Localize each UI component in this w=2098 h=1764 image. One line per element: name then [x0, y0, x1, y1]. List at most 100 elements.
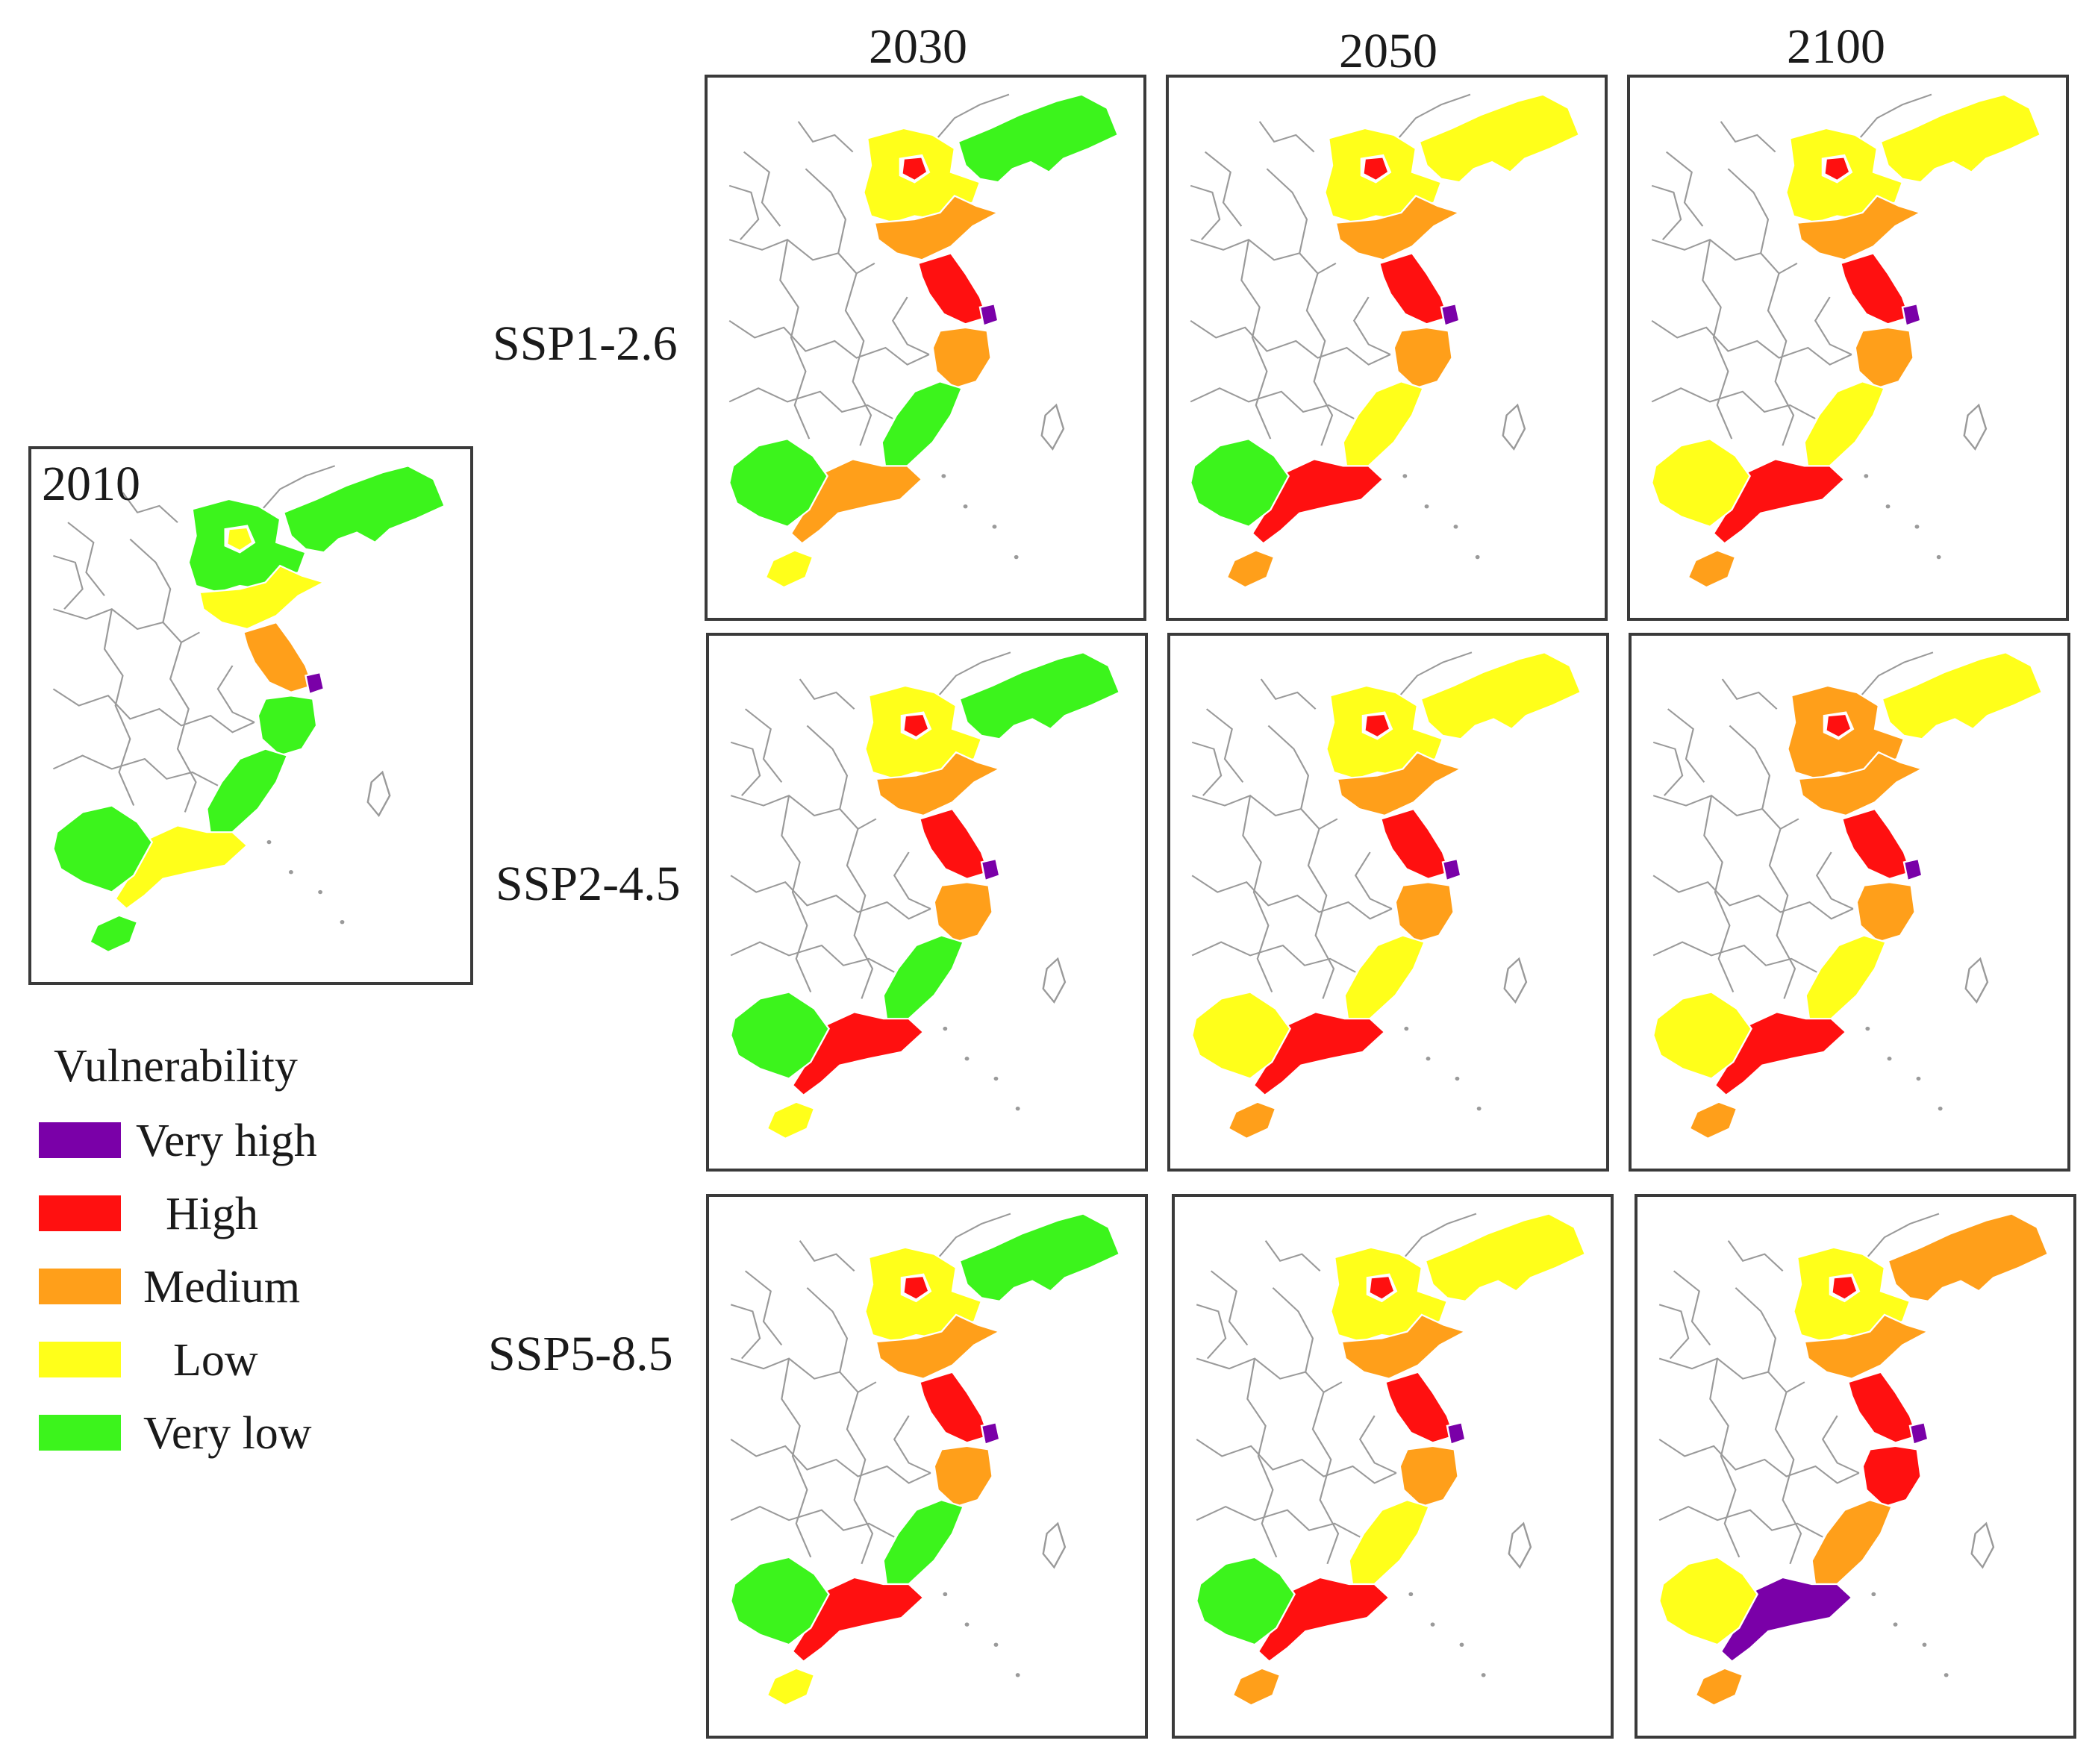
- province-border: [805, 168, 847, 254]
- province-border: [1352, 296, 1391, 355]
- province-border: [891, 296, 930, 355]
- region-hainan: [1227, 1101, 1277, 1140]
- map-ssp1-2100: [1627, 75, 2069, 621]
- province-border: [1658, 1357, 1805, 1394]
- province-border: [1821, 1415, 1860, 1474]
- province-border: [1272, 1287, 1314, 1372]
- region-shandong: [873, 194, 1001, 261]
- legend-label: Very high: [136, 1116, 317, 1166]
- row-label-ssp1: SSP1-2.6: [493, 316, 678, 371]
- province-border: [781, 795, 812, 992]
- island-dot: [288, 870, 293, 875]
- map-ssp5-2050: [1172, 1194, 1614, 1739]
- island-dot: [1453, 525, 1458, 529]
- island-dot: [1944, 1673, 1949, 1677]
- province-border: [1768, 828, 1796, 999]
- map-ssp2-2030: [706, 633, 1148, 1172]
- island-dot: [1916, 1076, 1921, 1081]
- map-ssp2-2100: [1629, 633, 2070, 1172]
- province-border: [1191, 741, 1223, 796]
- island-dot: [964, 1622, 970, 1627]
- province-border: [806, 1287, 849, 1372]
- region-hainan: [1231, 1667, 1281, 1707]
- island-dot: [1865, 1026, 1870, 1031]
- region-zhejiang: [931, 326, 992, 390]
- province-border: [728, 184, 760, 240]
- island-dot: [1938, 1106, 1943, 1111]
- province-border: [925, 93, 1010, 153]
- province-border: [1190, 387, 1355, 419]
- region-guangxi: [729, 1556, 831, 1646]
- region-fujian: [1803, 381, 1886, 471]
- island-dot: [1936, 554, 1941, 560]
- province-border: [1652, 741, 1684, 796]
- region-liaoning: [1887, 1213, 2049, 1303]
- region-beijing: [902, 713, 930, 739]
- province-border: [1246, 1358, 1278, 1558]
- province-border: [1652, 795, 1799, 831]
- region-shanghai: [1902, 857, 1923, 882]
- province-border: [1264, 1240, 1321, 1272]
- province-border: [1196, 1304, 1227, 1360]
- region-shandong: [1336, 751, 1464, 817]
- province-border: [1814, 296, 1852, 355]
- map-canvas: [1195, 1213, 1587, 1707]
- province-border: [1387, 651, 1473, 710]
- region-shandong: [1803, 1313, 1931, 1380]
- region-jiangsu: [1839, 251, 1911, 325]
- island-dot: [1015, 1106, 1020, 1111]
- region-guangxi: [1190, 991, 1292, 1080]
- row-label-ssp5: SSP5-8.5: [488, 1327, 673, 1381]
- province-border: [52, 688, 255, 734]
- region-shandong: [1796, 194, 1923, 261]
- province-border: [1191, 795, 1338, 831]
- legend-label: Very low: [143, 1408, 312, 1459]
- province-border: [1196, 1439, 1397, 1484]
- island-dot: [1402, 474, 1408, 478]
- map-canvas: [1650, 93, 2042, 589]
- province-border: [1258, 121, 1315, 153]
- region-shandong: [1340, 1313, 1468, 1380]
- map-canvas: [1189, 93, 1581, 589]
- row-label-ssp2: SSP2-4.5: [496, 857, 681, 911]
- province-border: [1847, 93, 1932, 153]
- region-guangxi: [728, 437, 829, 528]
- region-fujian: [205, 748, 289, 836]
- province-border: [730, 875, 931, 920]
- province-border: [250, 465, 336, 523]
- region-hainan: [88, 914, 139, 954]
- province-border: [1658, 1304, 1690, 1360]
- map-canvas: [729, 651, 1121, 1140]
- region-guangxi: [1189, 437, 1290, 528]
- province-border: [1242, 795, 1273, 992]
- region-hainan: [1687, 549, 1737, 589]
- province-border: [846, 1392, 874, 1565]
- island-dot: [266, 839, 272, 845]
- province-border: [1703, 795, 1735, 992]
- map-ssp5-2030: [706, 1194, 1148, 1739]
- region-jiangsu: [917, 251, 989, 325]
- island-dot: [1404, 1026, 1409, 1031]
- province-border: [169, 642, 197, 813]
- region-beijing: [1823, 156, 1851, 182]
- region-beijing: [1831, 1274, 1858, 1301]
- province-border: [1673, 1270, 1711, 1346]
- region-liaoning: [1881, 651, 2044, 740]
- region-beijing: [1364, 713, 1391, 739]
- map-canvas: [52, 465, 446, 954]
- region-fujian: [881, 381, 964, 471]
- region-zhejiang: [933, 881, 993, 943]
- legend-swatch: [39, 1195, 121, 1231]
- region-beijing: [902, 1274, 930, 1301]
- province-border: [1720, 121, 1776, 153]
- province-border: [1392, 1213, 1477, 1272]
- legend-label: Medium: [143, 1262, 301, 1313]
- legend-swatch: [39, 1415, 121, 1451]
- map-canvas: [1652, 651, 2044, 1140]
- province-border: [1658, 1506, 1823, 1538]
- island-dot: [943, 1592, 948, 1597]
- province-border: [1855, 1213, 1940, 1272]
- legend-swatch: [39, 1122, 121, 1158]
- region-beijing: [1368, 1274, 1396, 1301]
